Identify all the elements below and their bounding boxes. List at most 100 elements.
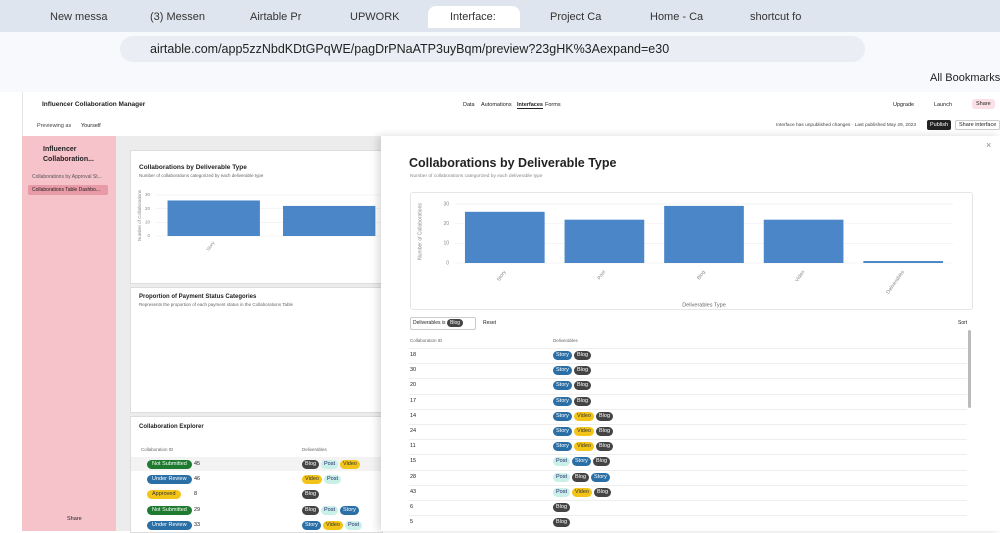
tag: Post [324,475,342,485]
modal-subtitle: Number of collaborations categorized by … [410,174,543,179]
row-line [409,378,967,380]
row-line [409,454,967,456]
tab[interactable]: UPWORK [350,11,400,23]
tab[interactable]: Airtable Pr [250,11,302,23]
tag: Blog [553,503,571,512]
reset[interactable]: Reset [483,320,497,326]
tag: Post [553,457,571,467]
tag: Story [553,411,572,421]
tag: Blog [572,472,590,482]
y-axis-label: Number of Collaborations [417,203,423,260]
sidebar-title[interactable]: Influencer Collaboration... [43,146,94,163]
tag: Blog [302,505,320,515]
bar [763,219,844,263]
card-title: Proportion of Payment Status Categories [139,294,257,300]
tag: Video [340,460,360,469]
share[interactable]: Share [972,99,995,109]
bar [167,200,260,236]
tag: Blog [596,427,614,436]
url[interactable]: airtable.com/app5zzNbdKDtGPqWE/pagDrPNaA… [150,42,670,56]
y-tick-label: 10 [443,241,449,247]
rail [0,92,23,531]
upgrade[interactable]: Upgrade [893,102,915,108]
tag: Blog [596,442,614,452]
scrollbar[interactable] [968,330,971,408]
row-line [409,348,967,349]
filter[interactable] [410,317,476,330]
bar [863,261,944,263]
page-link[interactable]: Collaborations Table Dashbo... [28,185,108,195]
tag: Post [321,460,339,469]
tab[interactable]: Interface: [428,6,520,28]
tag: Blog [596,411,614,421]
bookmarks[interactable]: All Bookmarks [930,72,1000,84]
x-tick-label: Story [205,240,216,252]
x-tick-label: Video [794,269,806,283]
tag: Video [323,520,343,530]
cell: 30 [410,367,417,374]
cell: 6 [410,504,414,510]
cell: 43 [410,488,417,495]
app-name[interactable]: Influencer Collaboration Manager [42,101,146,108]
row-line [409,393,967,395]
filter-value[interactable]: Blog [447,319,464,327]
tag: Blog [574,351,592,360]
bar [283,205,376,236]
publish[interactable]: Publish [927,120,952,130]
tab[interactable]: New messa [50,11,108,23]
tag: Story [572,457,591,467]
x-axis-label: Deliverables Type [682,302,726,308]
nav-item[interactable]: Interfaces [517,102,543,109]
cell: 20 [410,382,417,389]
x-tick-label: Blog [696,269,707,281]
row-line [409,363,967,365]
cell: 5 [410,519,414,526]
nav-item[interactable]: Data [463,102,475,108]
tab[interactable]: (3) Messen [150,11,206,23]
status-pill: Under Review [147,475,192,485]
modal-title: Collaborations by Deliverable Type [409,156,617,170]
tag: Story [553,366,572,376]
user[interactable]: Yourself [81,123,101,129]
y-tick-label: 0 [147,233,150,238]
card-subtitle: Number of collaborations categorized by … [139,173,264,178]
row-highlight [131,457,381,471]
tag: Blog [302,460,320,469]
sidebar [22,136,116,531]
row-line [409,515,967,517]
column-header: Collaboration ID [410,338,443,343]
share-interface[interactable]: Share interface [955,120,1000,130]
page-link[interactable]: Collaborations by Approval St... [32,174,102,180]
tag: Post [321,505,339,515]
cell: 15 [410,458,417,465]
cell: 17 [410,397,417,404]
address-bar[interactable] [120,36,865,62]
filter-label[interactable]: Deliverables is [413,320,446,326]
row-line [409,439,967,441]
tab[interactable]: Project Ca [550,11,602,23]
bar [564,219,645,263]
row-line [409,500,967,501]
nav-item[interactable]: Forms [545,102,561,108]
sort[interactable]: Sort [958,320,968,326]
status-pill: Approved [147,490,181,500]
nav-item[interactable]: Automations [481,102,512,108]
row-line [409,469,967,471]
card-subtitle: Represents the proportion of each paymen… [139,302,294,307]
tag: Video [302,475,322,485]
tab[interactable]: shortcut fo [750,11,802,23]
tab[interactable]: Home - Ca [650,11,704,23]
tag: Story [553,381,572,391]
launch[interactable]: Launch [934,102,953,108]
cell: 46 [194,476,201,483]
column-header: Collaboration ID [141,447,174,452]
y-tick-label: 0 [446,260,449,266]
tag: Story [553,351,572,360]
tag: Blog [574,381,592,391]
tag: Video [572,487,592,497]
modal [381,136,1000,531]
close[interactable]: × [986,140,992,150]
sidebar-share[interactable]: Share [67,516,82,522]
